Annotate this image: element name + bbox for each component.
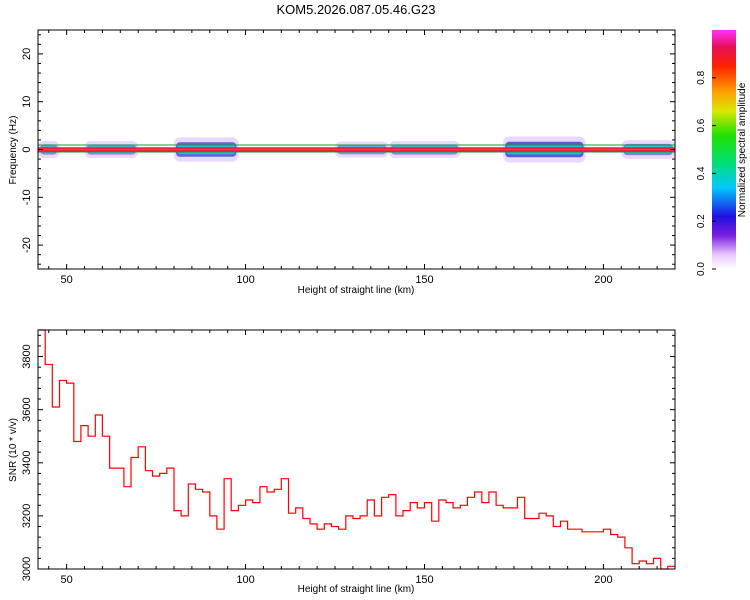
x-tick-label: 150 — [415, 574, 433, 586]
y-tick-label: 3800 — [21, 344, 33, 368]
snr-panel: 50 100 150 200 3000 3200 3400 3600 3800 Height … — [8, 329, 676, 595]
colorbar-ticks: 0.0 0.2 0.4 0.6 0.8 — [696, 70, 716, 276]
snr-x-axis: 50 100 150 200 — [48, 330, 676, 586]
snr-y-label: SNR (10 * v/v) — [8, 418, 19, 482]
colorbar-tick-label: 0.4 — [696, 166, 707, 180]
snr-series-line — [38, 329, 675, 570]
y-tick-label: 3600 — [21, 397, 33, 421]
figure-title: KOM5.2026.087.05.46.G23 — [276, 2, 435, 17]
colorbar-tick-label: 0.8 — [696, 70, 707, 84]
snr-y-axis: 3000 3200 3400 3600 3800 — [21, 334, 675, 581]
x-tick-label: 150 — [415, 274, 433, 286]
colorbar-gradient — [712, 30, 736, 269]
y-tick-label: 0 — [21, 146, 33, 152]
colorbar-tick-label: 0.6 — [696, 118, 707, 132]
y-tick-label: -20 — [21, 237, 33, 253]
x-tick-label: 50 — [61, 274, 73, 286]
band-core-highlight — [38, 148, 675, 151]
x-tick-label: 100 — [236, 574, 254, 586]
y-tick-label: 3000 — [21, 557, 33, 581]
y-tick-label: 20 — [21, 48, 33, 60]
colorbar-tick-label: 0.2 — [696, 214, 707, 228]
y-tick-label: -10 — [21, 189, 33, 205]
x-tick-label: 50 — [61, 574, 73, 586]
spectrogram-x-label: Height of straight line (km) — [298, 285, 415, 296]
x-tick-label: 100 — [236, 274, 254, 286]
x-tick-label: 200 — [594, 574, 612, 586]
spectrogram-y-axis: 20 10 0 -10 -20 — [21, 34, 675, 265]
snr-frame — [37, 329, 676, 570]
spectrogram-x-axis: 50 100 150 200 — [48, 30, 676, 286]
colorbar-tick-label: 0.0 — [696, 262, 707, 276]
snr-plot-area — [38, 330, 675, 569]
colorbar-label: Normalized spectral amplitude — [737, 82, 748, 217]
spectrogram-y-label: Frequency (Hz) — [8, 116, 19, 185]
colorbar: 0.0 0.2 0.4 0.6 0.8 Normalized spectral ampl… — [696, 30, 748, 276]
y-tick-label: 3200 — [21, 504, 33, 528]
y-tick-label: 3400 — [21, 451, 33, 475]
snr-x-label: Height of straight line (km) — [298, 584, 415, 595]
y-tick-label: 10 — [21, 96, 33, 108]
x-tick-label: 200 — [594, 274, 612, 286]
